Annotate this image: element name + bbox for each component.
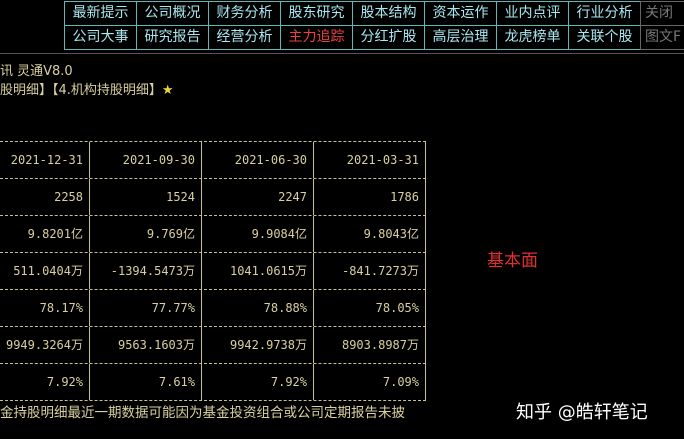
table-cell: 511.0404万 [0,253,90,289]
tab-row1-0[interactable]: 最新提示 [64,1,137,26]
tab-row1-8[interactable]: 关闭 [640,1,684,26]
app-title: 讯 灵通V8.0 [0,64,73,79]
table-row: 9.8201亿 9.769亿 9.9084亿 9.8043亿 [0,215,426,252]
table-cell: 2021-12-31 [0,142,90,178]
table-cell: 9563.1603万 [90,327,202,363]
tab-row1-7[interactable]: 行业分析 [568,1,641,26]
table-bottom-border [0,400,426,401]
table-cell: 9.8201亿 [0,216,90,252]
table-cell: 78.88% [202,290,314,326]
tab-row2-1[interactable]: 研究报告 [136,25,209,50]
table-cell: 8903.8987万 [314,327,426,363]
divider [0,53,684,54]
tab-row1-6[interactable]: 业内点评 [496,1,569,26]
tab-row1-4[interactable]: 股本结构 [352,1,425,26]
table-cell: 2021-09-30 [90,142,202,178]
table-row: 511.0404万 -1394.5473万 1041.0615万 -841.7273万 [0,252,426,289]
table-cell: 78.17% [0,290,90,326]
tab-row1-1[interactable]: 公司概况 [136,1,209,26]
tab-row1-3[interactable]: 股东研究 [280,1,353,26]
tab-row2-7[interactable]: 关联个股 [568,25,641,50]
table-header-row: 2021-12-31 2021-09-30 2021-06-30 2021-03-31 [0,141,426,178]
table-cell: 1524 [90,179,202,215]
table-cell: 7.92% [0,364,90,400]
table-cell: 7.92% [202,364,314,400]
annotation-label: 基本面 [487,251,538,271]
table-cell: 7.09% [314,364,426,400]
table-cell: 2258 [0,179,90,215]
table-cell: 2247 [202,179,314,215]
table-row: 2258 1524 2247 1786 [0,178,426,215]
table-cell: -1394.5473万 [90,253,202,289]
table-cell: 9.9084亿 [202,216,314,252]
table-cell: 7.61% [90,364,202,400]
table-row: 78.17% 77.77% 78.88% 78.05% [0,289,426,326]
tab-row2-0[interactable]: 公司大事 [64,25,137,50]
tab-row2-4[interactable]: 分红扩股 [352,25,425,50]
institution-holdings-table: 2021-12-31 2021-09-30 2021-06-30 2021-03-31… [0,141,426,401]
tab-row2-6[interactable]: 龙虎榜单 [496,25,569,50]
table-cell: -841.7273万 [314,253,426,289]
table-cell: 2021-06-30 [202,142,314,178]
tab-row2-8[interactable]: 图文F [640,25,684,50]
table-cell: 9949.3264万 [0,327,90,363]
tab-row1-2[interactable]: 财务分析 [208,1,281,26]
function-tabs: 最新提示 公司概况 财务分析 股东研究 股本结构 资本运作 业内点评 行业分析 关闭公司大事 研究… [64,1,684,50]
tab-row2-3[interactable]: 主力追踪 [280,25,353,50]
star-icon[interactable]: ★ [161,83,174,98]
tab-row2-2[interactable]: 经营分析 [208,25,281,50]
table-cell: 9.769亿 [90,216,202,252]
table-row: 7.92% 7.61% 7.92% 7.09% [0,363,426,400]
table-cell: 1786 [314,179,426,215]
breadcrumb: 股明细】【4.机构持股明细】★ [0,79,174,98]
table-cell: 2021-03-31 [314,142,426,178]
table-cell: 78.05% [314,290,426,326]
table-cell: 9942.9738万 [202,327,314,363]
tab-row1-5[interactable]: 资本运作 [424,1,497,26]
table-cell: 9.8043亿 [314,216,426,252]
watermark: 知乎 @皓轩笔记 [516,402,648,423]
breadcrumb-text[interactable]: 股明细】【4.机构持股明细】 [0,83,162,98]
footnote: 金持股明细最近一期数据可能因为基金投资组合或公司定期报告未披 [0,405,405,421]
table-cell: 77.77% [90,290,202,326]
tab-row2-5[interactable]: 高层治理 [424,25,497,50]
table-row: 9949.3264万 9563.1603万 9942.9738万 8903.8987万 [0,326,426,363]
table-cell: 1041.0615万 [202,253,314,289]
